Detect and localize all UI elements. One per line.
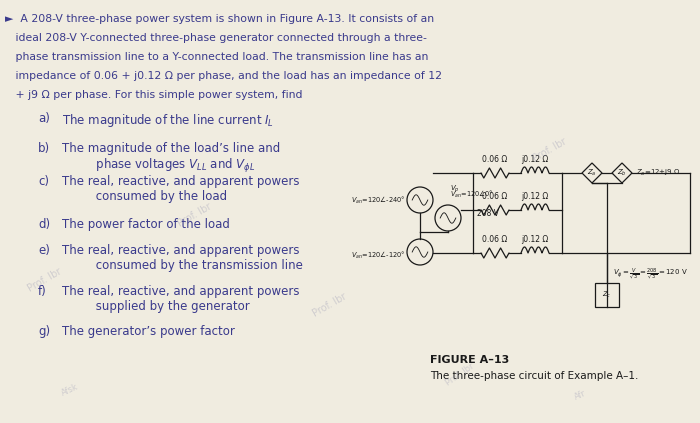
Text: Prof. Ibr: Prof. Ibr xyxy=(444,362,476,388)
Text: e): e) xyxy=(38,244,50,257)
Text: g): g) xyxy=(38,325,50,338)
Text: j0.12 Ω: j0.12 Ω xyxy=(522,192,549,201)
Text: Prof. Ibr: Prof. Ibr xyxy=(176,201,214,229)
Text: d): d) xyxy=(38,218,50,231)
Text: j0.12 Ω: j0.12 Ω xyxy=(522,235,549,244)
Text: $Z_a$=12+j9 Ω: $Z_a$=12+j9 Ω xyxy=(636,168,680,178)
Text: The real, reactive, and apparent powers
         supplied by the generator: The real, reactive, and apparent powers … xyxy=(62,285,300,313)
Text: 208 V: 208 V xyxy=(477,209,499,217)
Text: impedance of 0.06 + j0.12 Ω per phase, and the load has an impedance of 12: impedance of 0.06 + j0.12 Ω per phase, a… xyxy=(5,71,442,81)
Text: $V_{an}$=120∠-120°: $V_{an}$=120∠-120° xyxy=(351,250,405,261)
Text: The magnitude of the load’s line and
         phase voltages $V_{LL}$ and $V_{\p: The magnitude of the load’s line and pha… xyxy=(62,142,280,176)
Text: Prof. Ibr: Prof. Ibr xyxy=(312,291,349,319)
Text: $Z_b$: $Z_b$ xyxy=(617,168,627,178)
Text: ideal 208-V Y-connected three-phase generator connected through a three-: ideal 208-V Y-connected three-phase gene… xyxy=(5,33,427,43)
Text: $V_\phi = \frac{V}{\sqrt{3}} = \frac{208}{\sqrt{3}} = 120$ V: $V_\phi = \frac{V}{\sqrt{3}} = \frac{208… xyxy=(613,267,688,283)
Text: 0.06 Ω: 0.06 Ω xyxy=(482,155,508,164)
Text: $Z_c$: $Z_c$ xyxy=(602,290,612,300)
Text: Afr: Afr xyxy=(573,388,587,401)
Text: 0.06 Ω: 0.06 Ω xyxy=(482,192,508,201)
Text: a): a) xyxy=(38,112,50,125)
Text: Prof. Ibr: Prof. Ibr xyxy=(531,136,568,164)
Text: phase transmission line to a Y-connected load. The transmission line has an: phase transmission line to a Y-connected… xyxy=(5,52,428,62)
Text: The generator’s power factor: The generator’s power factor xyxy=(62,325,235,338)
Text: The magnitude of the line current $I_L$: The magnitude of the line current $I_L$ xyxy=(62,112,274,129)
Text: The real, reactive, and apparent powers
         consumed by the transmission li: The real, reactive, and apparent powers … xyxy=(62,244,303,272)
Text: FIGURE A–13: FIGURE A–13 xyxy=(430,355,510,365)
Text: The three-phase circuit of Example A–1.: The three-phase circuit of Example A–1. xyxy=(430,371,638,381)
Text: $Z_a$: $Z_a$ xyxy=(587,168,597,178)
Text: The power factor of the load: The power factor of the load xyxy=(62,218,230,231)
Text: Prof. Ibr: Prof. Ibr xyxy=(27,266,64,294)
Text: $V_{an}$=120∠0°: $V_{an}$=120∠0° xyxy=(450,189,494,200)
Text: b): b) xyxy=(38,142,50,155)
Text: j0.12 Ω: j0.12 Ω xyxy=(522,155,549,164)
Text: $V_p$: $V_p$ xyxy=(450,184,460,195)
Text: + j9 Ω per phase. For this simple power system, find: + j9 Ω per phase. For this simple power … xyxy=(5,90,302,100)
Text: ►  A 208-V three-phase power system is shown in Figure A-13. It consists of an: ► A 208-V three-phase power system is sh… xyxy=(5,14,434,24)
Bar xyxy=(595,283,619,307)
Text: 0.06 Ω: 0.06 Ω xyxy=(482,235,508,244)
Text: The real, reactive, and apparent powers
         consumed by the load: The real, reactive, and apparent powers … xyxy=(62,175,300,203)
Text: Afsk: Afsk xyxy=(60,382,80,398)
Text: f): f) xyxy=(38,285,47,298)
Text: c): c) xyxy=(38,175,49,188)
Text: $V_{an}$=120∠-240°: $V_{an}$=120∠-240° xyxy=(351,195,405,206)
